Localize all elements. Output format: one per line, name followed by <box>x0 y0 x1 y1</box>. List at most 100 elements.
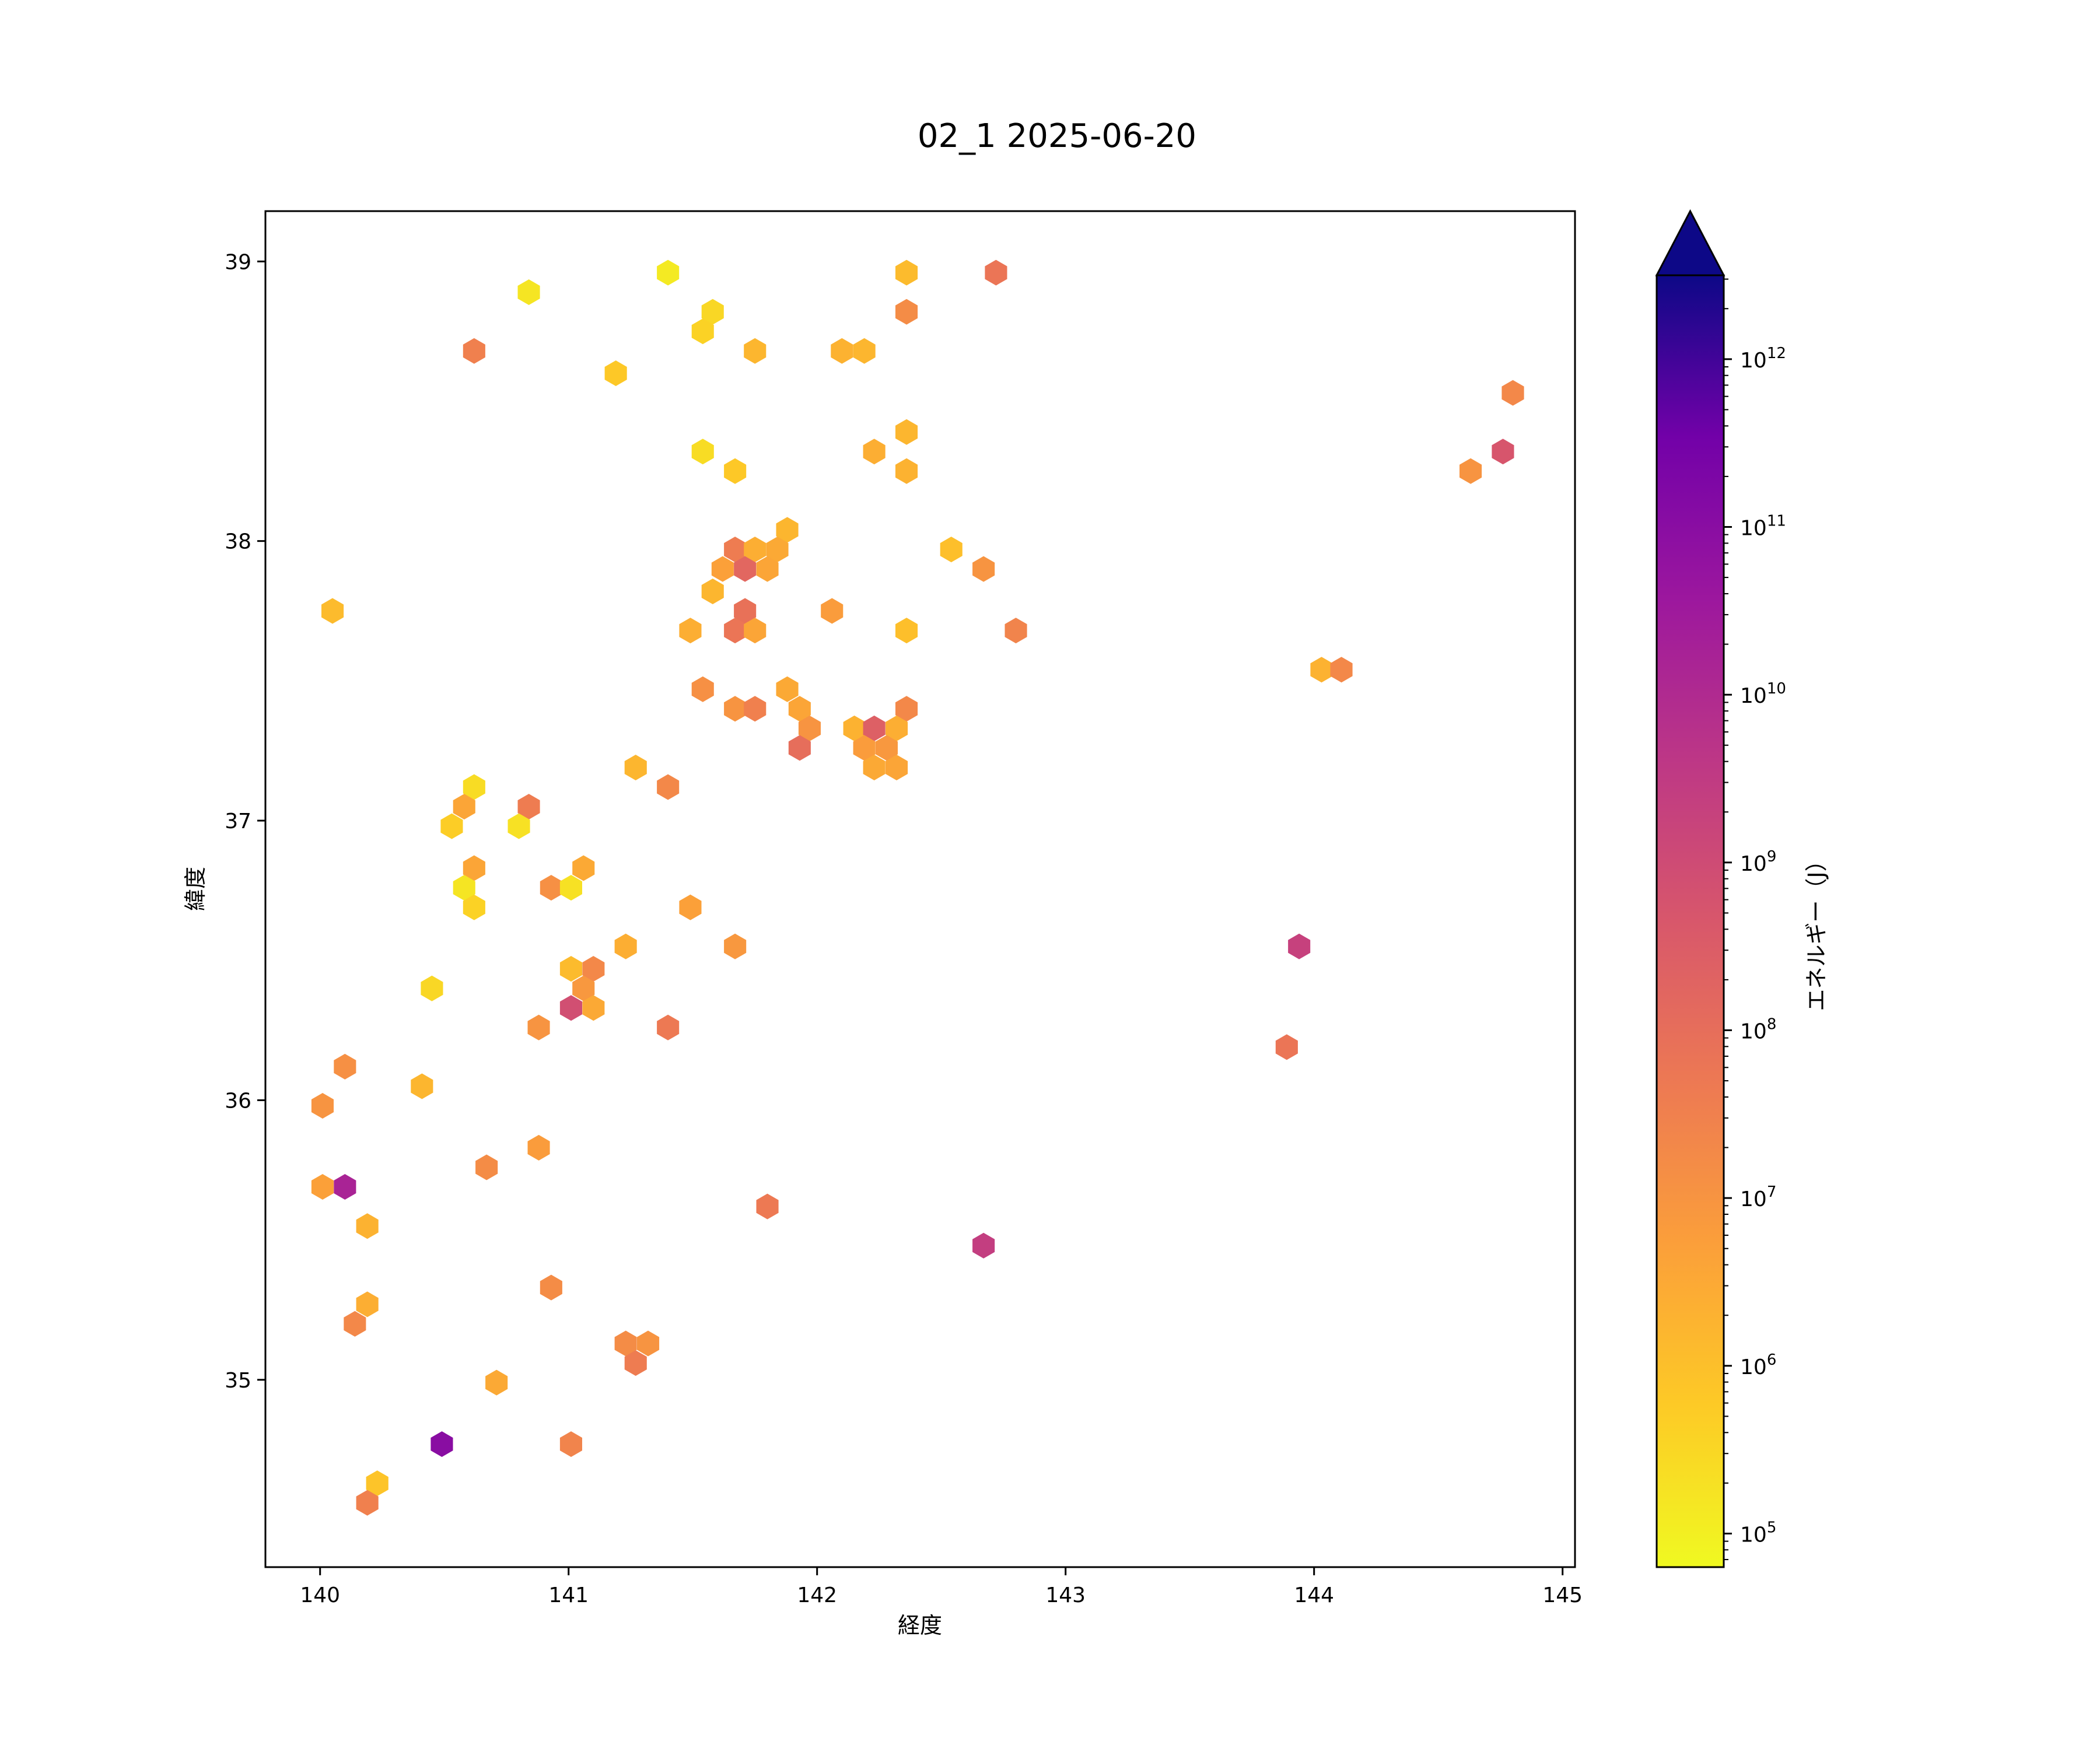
hexbin-cell <box>895 696 918 722</box>
hexbin-cell <box>679 894 702 920</box>
hexbin-cell <box>1275 1034 1298 1060</box>
hexbin-cell <box>540 1274 562 1301</box>
colorbar-tick-label: 108 <box>1740 1015 1776 1043</box>
colorbar-tick-label: 106 <box>1740 1351 1776 1379</box>
hexbin-cell <box>463 338 485 364</box>
hexbin-cell <box>691 676 714 702</box>
x-tick-label: 140 <box>300 1583 340 1607</box>
hexbin-cell <box>972 556 995 582</box>
hexbin-cell <box>334 1053 356 1080</box>
hexbin-cell <box>895 299 918 325</box>
hexbin-cell <box>657 1014 680 1040</box>
hexbin-cell <box>766 537 789 563</box>
hexbin-cell <box>1005 618 1027 644</box>
hexbin-cell <box>734 556 757 582</box>
hexbin-cell <box>559 875 582 901</box>
hexbin-cell <box>863 439 886 465</box>
hexbin-cell <box>744 696 766 722</box>
hexbin-cell <box>334 1174 356 1200</box>
hexbin-cell <box>843 715 866 741</box>
colorbar-tick-label: 109 <box>1740 848 1776 876</box>
hexbin-cell <box>614 1330 637 1357</box>
hexbin-cell <box>821 598 844 624</box>
hexbin-cell <box>485 1369 508 1396</box>
hexbin-cell <box>875 735 898 761</box>
hexbin-cell <box>311 1093 334 1119</box>
hexbin-cell <box>756 1193 779 1220</box>
hexbin-cell <box>701 299 724 325</box>
hexbin-cell <box>1460 458 1482 484</box>
hexbin-cell <box>453 875 475 901</box>
hexbin-cell <box>863 755 886 780</box>
hexbin-cell <box>311 1174 334 1200</box>
hexbin-cell <box>572 975 595 1001</box>
y-tick-label: 39 <box>225 250 251 274</box>
colorbar-ticks: 105 106 107 108 109 1010 1011 1012 <box>1724 278 1786 1561</box>
colorbar-gradient <box>1656 274 1725 1568</box>
hexbin-cell <box>972 1232 995 1259</box>
hexbin-cell <box>1502 380 1524 406</box>
hexbin-cell <box>895 618 918 644</box>
hexbin-cell <box>853 338 876 364</box>
hexbin-cell <box>559 956 582 982</box>
y-tick-label: 37 <box>225 810 251 833</box>
hexbin-cell <box>366 1470 388 1497</box>
hexbin-cell <box>724 458 747 484</box>
colorbar-tick-label: 107 <box>1740 1183 1776 1211</box>
hexbin-cell <box>895 458 918 484</box>
hexbin-cell <box>624 755 647 780</box>
colorbar: 105 106 107 108 109 1010 1011 1012 エネルギー（J） <box>1655 209 1829 1568</box>
hexbin-cell <box>657 260 680 286</box>
hexbin-cell <box>321 598 344 624</box>
y-tick-label: 36 <box>225 1089 251 1113</box>
hexbin-cell <box>1288 933 1311 959</box>
hexbin-cell <box>798 715 821 741</box>
hexbin-cell <box>701 579 724 604</box>
x-tick-label: 145 <box>1542 1583 1583 1607</box>
hexbin-cell <box>517 794 540 820</box>
hexbin-cell <box>440 813 463 839</box>
hexbin-cell <box>356 1291 379 1317</box>
hexbin-cell <box>540 875 562 901</box>
hexbin-cell <box>637 1330 660 1357</box>
hexbin-cell <box>411 1073 433 1099</box>
hexbin-cell <box>776 676 799 702</box>
hexbin-cell <box>853 735 876 761</box>
hexbin-cell <box>788 735 811 761</box>
hexbin-cell <box>582 995 605 1021</box>
hexbin-cell <box>475 1154 498 1180</box>
hexbin-cell <box>527 1014 550 1040</box>
hexbin-cell <box>744 618 766 644</box>
hexbin-cell <box>744 338 766 364</box>
hexbin-cell <box>776 517 799 543</box>
hexbin-cell <box>453 794 475 820</box>
hexbin-cell <box>863 715 886 741</box>
x-tick-label: 144 <box>1294 1583 1334 1607</box>
hexbin-cell <box>559 995 582 1021</box>
hexbin-cell <box>1492 439 1514 465</box>
hexbin-cell <box>679 618 702 644</box>
hexbin-cell <box>691 318 714 345</box>
hexbin-cell <box>356 1490 379 1516</box>
colorbar-tick-label: 1011 <box>1740 512 1786 540</box>
hexbin-cell <box>421 975 443 1001</box>
hexbin-cell <box>756 556 779 582</box>
hexbin-cell <box>886 755 908 780</box>
hexbin-cell <box>711 556 734 582</box>
hexbin-cell <box>604 360 627 386</box>
y-tick-label: 38 <box>225 530 251 554</box>
hexbin-cell <box>886 715 908 741</box>
hexbin-cell <box>527 1134 550 1161</box>
hexbin-cell <box>463 774 485 800</box>
hexbin-cell <box>463 894 485 920</box>
colorbar-label: エネルギー（J） <box>1804 849 1829 1011</box>
y-axis-ticks: 35 36 37 38 39 <box>225 250 265 1393</box>
colorbar-tick-label: 1010 <box>1740 680 1786 708</box>
hexbin-cell <box>831 338 853 364</box>
hexbin-cell <box>724 933 747 959</box>
chart-title: 02_1 2025-06-20 <box>918 117 1196 155</box>
hexbin-cell <box>344 1311 366 1337</box>
hexbin-cell <box>985 260 1007 286</box>
hexbin-cell <box>724 696 747 722</box>
